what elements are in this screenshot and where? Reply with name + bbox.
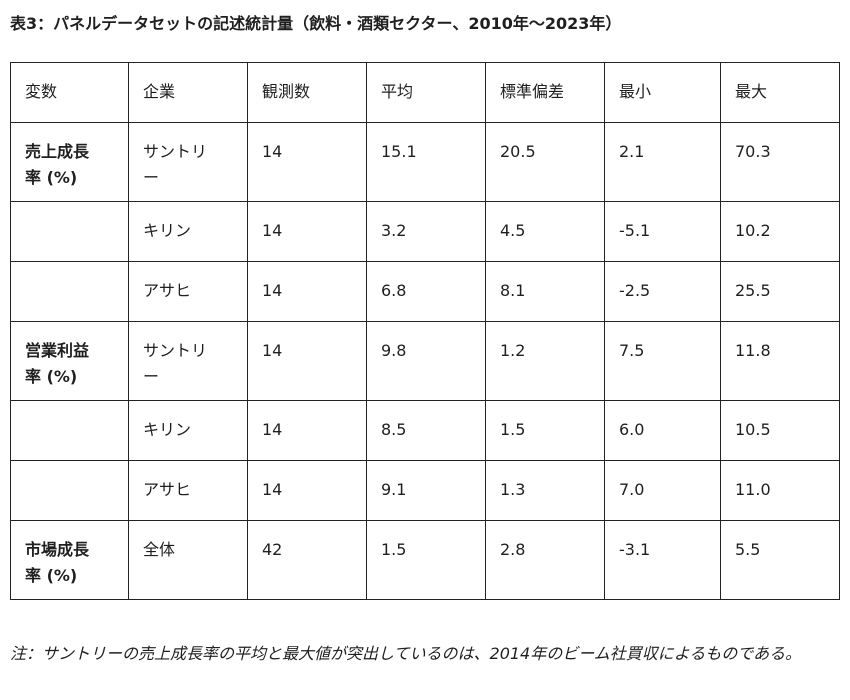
value-cell: 20.5 — [485, 122, 605, 202]
variable-cell-text: 営業利益率 (%) — [25, 341, 90, 386]
variable-cell — [10, 400, 129, 461]
header-cell: 企業 — [128, 62, 248, 123]
value-cell: 14 — [247, 460, 367, 521]
value-cell: 5.5 — [720, 520, 840, 600]
value-cell: -2.5 — [604, 261, 721, 322]
company-cell-text: アサヒ — [143, 480, 192, 499]
value-cell: 42 — [247, 520, 367, 600]
variable-cell: 営業利益率 (%) — [10, 321, 129, 401]
value-cell: 14 — [247, 321, 367, 401]
value-cell: 14 — [247, 201, 367, 262]
company-cell-text: キリン — [143, 420, 192, 439]
header-row: 変数 企業 観測数 平均 標準偏差 最小 最大 — [10, 62, 840, 123]
company-cell-text: サントリー — [143, 142, 208, 187]
company-cell: キリン — [128, 201, 248, 262]
value-cell: 14 — [247, 122, 367, 202]
value-cell: 3.2 — [366, 201, 486, 262]
value-cell: 1.5 — [366, 520, 486, 600]
company-cell: サントリー — [128, 122, 248, 202]
table-row: アサヒ 14 9.1 1.3 7.0 11.0 — [10, 460, 840, 521]
value-cell: 6.0 — [604, 400, 721, 461]
value-cell: 9.1 — [366, 460, 486, 521]
value-cell: 1.3 — [485, 460, 605, 521]
header-cell: 変数 — [10, 62, 129, 123]
variable-cell — [10, 261, 129, 322]
variable-cell-text: 売上成長率 (%) — [25, 142, 90, 187]
company-cell-text: 全体 — [143, 540, 176, 559]
table-row: キリン 14 8.5 1.5 6.0 10.5 — [10, 400, 840, 461]
value-cell: 70.3 — [720, 122, 840, 202]
value-cell: 10.5 — [720, 400, 840, 461]
value-cell: 8.5 — [366, 400, 486, 461]
variable-cell — [10, 460, 129, 521]
value-cell: 8.1 — [485, 261, 605, 322]
company-cell: キリン — [128, 400, 248, 461]
value-cell: 9.8 — [366, 321, 486, 401]
variable-cell: 市場成長率 (%) — [10, 520, 129, 600]
value-cell: 6.8 — [366, 261, 486, 322]
company-cell: アサヒ — [128, 460, 248, 521]
value-cell: 2.8 — [485, 520, 605, 600]
value-cell: 14 — [247, 400, 367, 461]
value-cell: 25.5 — [720, 261, 840, 322]
footnote: 注：サントリーの売上成長率の平均と最大値が突出しているのは、2014年のビーム社… — [10, 644, 802, 663]
value-cell: -5.1 — [604, 201, 721, 262]
header-cell: 最小 — [604, 62, 721, 123]
value-cell: 1.2 — [485, 321, 605, 401]
variable-cell — [10, 201, 129, 262]
header-cell: 最大 — [720, 62, 840, 123]
table-row: アサヒ 14 6.8 8.1 -2.5 25.5 — [10, 261, 840, 322]
header-cell: 標準偏差 — [485, 62, 605, 123]
value-cell: 7.0 — [604, 460, 721, 521]
value-cell: 7.5 — [604, 321, 721, 401]
value-cell: 1.5 — [485, 400, 605, 461]
value-cell: 11.0 — [720, 460, 840, 521]
value-cell: 15.1 — [366, 122, 486, 202]
company-cell-text: キリン — [143, 221, 192, 240]
variable-cell: 売上成長率 (%) — [10, 122, 129, 202]
value-cell: 11.8 — [720, 321, 840, 401]
value-cell: 10.2 — [720, 201, 840, 262]
value-cell: 2.1 — [604, 122, 721, 202]
table-body: 売上成長率 (%) サントリー 14 15.1 20.5 2.1 70.3 キリン 14 3.2 4… — [10, 122, 840, 600]
header-cell: 観測数 — [247, 62, 367, 123]
header-cell: 平均 — [366, 62, 486, 123]
table-row: 市場成長率 (%) 全体 42 1.5 2.8 -3.1 5.5 — [10, 520, 840, 600]
stats-table: 変数 企業 観測数 平均 標準偏差 最小 最大 売上成長率 (%) サントリー 14 15.1 20… — [10, 62, 840, 600]
value-cell: 4.5 — [485, 201, 605, 262]
company-cell-text: サントリー — [143, 341, 208, 386]
company-cell-text: アサヒ — [143, 281, 192, 300]
table-row: キリン 14 3.2 4.5 -5.1 10.2 — [10, 201, 840, 262]
value-cell: 14 — [247, 261, 367, 322]
table-row: 営業利益率 (%) サントリー 14 9.8 1.2 7.5 11.8 — [10, 321, 840, 401]
company-cell: アサヒ — [128, 261, 248, 322]
company-cell: 全体 — [128, 520, 248, 600]
company-cell: サントリー — [128, 321, 248, 401]
table-title: 表3：パネルデータセットの記述統計量（飲料・酒類セクター、2010年〜2023年… — [10, 14, 622, 33]
table-row: 売上成長率 (%) サントリー 14 15.1 20.5 2.1 70.3 — [10, 122, 840, 202]
value-cell: -3.1 — [604, 520, 721, 600]
variable-cell-text: 市場成長率 (%) — [25, 540, 90, 585]
